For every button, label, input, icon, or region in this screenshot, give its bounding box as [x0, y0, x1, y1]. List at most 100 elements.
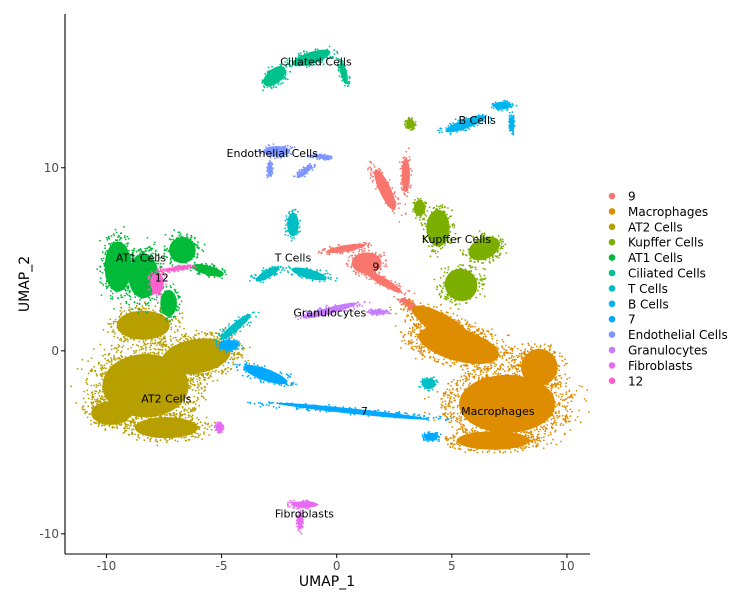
data-point — [484, 338, 487, 340]
data-point — [527, 434, 529, 437]
data-point — [517, 365, 520, 368]
data-point — [404, 342, 407, 345]
data-point — [405, 172, 408, 175]
data-point — [121, 373, 124, 376]
data-point — [411, 170, 413, 172]
data-point — [147, 331, 150, 334]
data-point — [420, 320, 423, 323]
data-point — [91, 391, 94, 394]
data-point — [383, 254, 386, 257]
data-point — [446, 325, 449, 327]
data-point — [131, 411, 134, 414]
data-point — [132, 368, 135, 371]
data-point — [152, 357, 154, 360]
data-point — [368, 278, 371, 281]
data-point — [501, 355, 504, 357]
data-point — [535, 377, 538, 380]
data-point — [405, 150, 408, 153]
data-point — [542, 398, 544, 401]
data-point — [440, 318, 442, 321]
data-point — [470, 418, 473, 421]
data-point — [182, 380, 185, 382]
data-point — [550, 344, 553, 346]
data-point — [535, 363, 537, 366]
data-point — [499, 451, 501, 454]
data-point — [427, 314, 429, 316]
data-point — [487, 375, 489, 377]
data-point — [142, 336, 145, 339]
data-point — [540, 410, 542, 413]
data-point — [102, 328, 105, 331]
data-point — [515, 364, 518, 366]
data-point — [466, 348, 468, 351]
data-point — [419, 335, 421, 338]
data-point — [506, 423, 509, 426]
data-point — [545, 388, 548, 390]
data-point — [550, 385, 553, 388]
data-point — [542, 355, 545, 357]
data-point — [528, 440, 531, 442]
data-point — [523, 366, 525, 369]
data-point — [490, 362, 493, 364]
data-point — [526, 423, 529, 426]
data-point — [128, 318, 131, 321]
data-point — [121, 327, 124, 330]
data-point — [480, 405, 483, 408]
data-point — [509, 425, 512, 427]
data-point — [99, 409, 101, 412]
data-point — [379, 253, 382, 256]
data-point — [133, 410, 136, 413]
data-point — [116, 381, 119, 383]
data-point — [504, 381, 507, 384]
data-point — [536, 435, 539, 438]
data-point — [99, 343, 102, 346]
data-point — [409, 167, 412, 170]
data-point — [471, 409, 474, 411]
data-point — [435, 360, 438, 363]
data-point — [441, 350, 443, 352]
data-point — [153, 409, 156, 412]
data-point — [358, 248, 361, 251]
data-point — [450, 413, 453, 416]
data-point — [492, 356, 494, 359]
data-point — [539, 372, 541, 375]
data-point — [428, 350, 431, 353]
data-point — [413, 303, 416, 305]
data-point — [441, 404, 444, 407]
data-point — [416, 315, 418, 318]
data-point — [488, 435, 491, 438]
data-point — [495, 349, 497, 352]
data-point — [462, 378, 465, 381]
data-point — [149, 348, 152, 351]
data-point — [479, 347, 482, 350]
data-point — [153, 347, 156, 350]
data-point — [232, 363, 235, 366]
data-point — [188, 356, 191, 358]
data-point — [537, 430, 540, 433]
data-point — [475, 414, 477, 417]
data-point — [499, 351, 502, 354]
data-point — [493, 391, 495, 393]
data-point — [190, 435, 193, 438]
data-point — [542, 369, 545, 371]
data-point — [578, 409, 580, 412]
data-point — [366, 262, 369, 265]
data-point — [487, 379, 490, 382]
data-point — [160, 344, 163, 347]
data-point — [380, 256, 382, 258]
data-point — [364, 242, 367, 245]
data-point — [108, 386, 111, 389]
data-point — [544, 392, 547, 395]
data-point — [523, 431, 526, 434]
data-point — [100, 369, 103, 371]
data-point — [506, 373, 509, 376]
data-point — [478, 360, 481, 363]
data-point — [121, 420, 124, 423]
data-point — [418, 317, 421, 319]
data-point — [547, 345, 550, 347]
data-point — [410, 347, 413, 350]
data-point — [412, 322, 415, 325]
data-point — [553, 383, 555, 386]
data-point — [190, 382, 192, 385]
data-point — [464, 372, 467, 374]
